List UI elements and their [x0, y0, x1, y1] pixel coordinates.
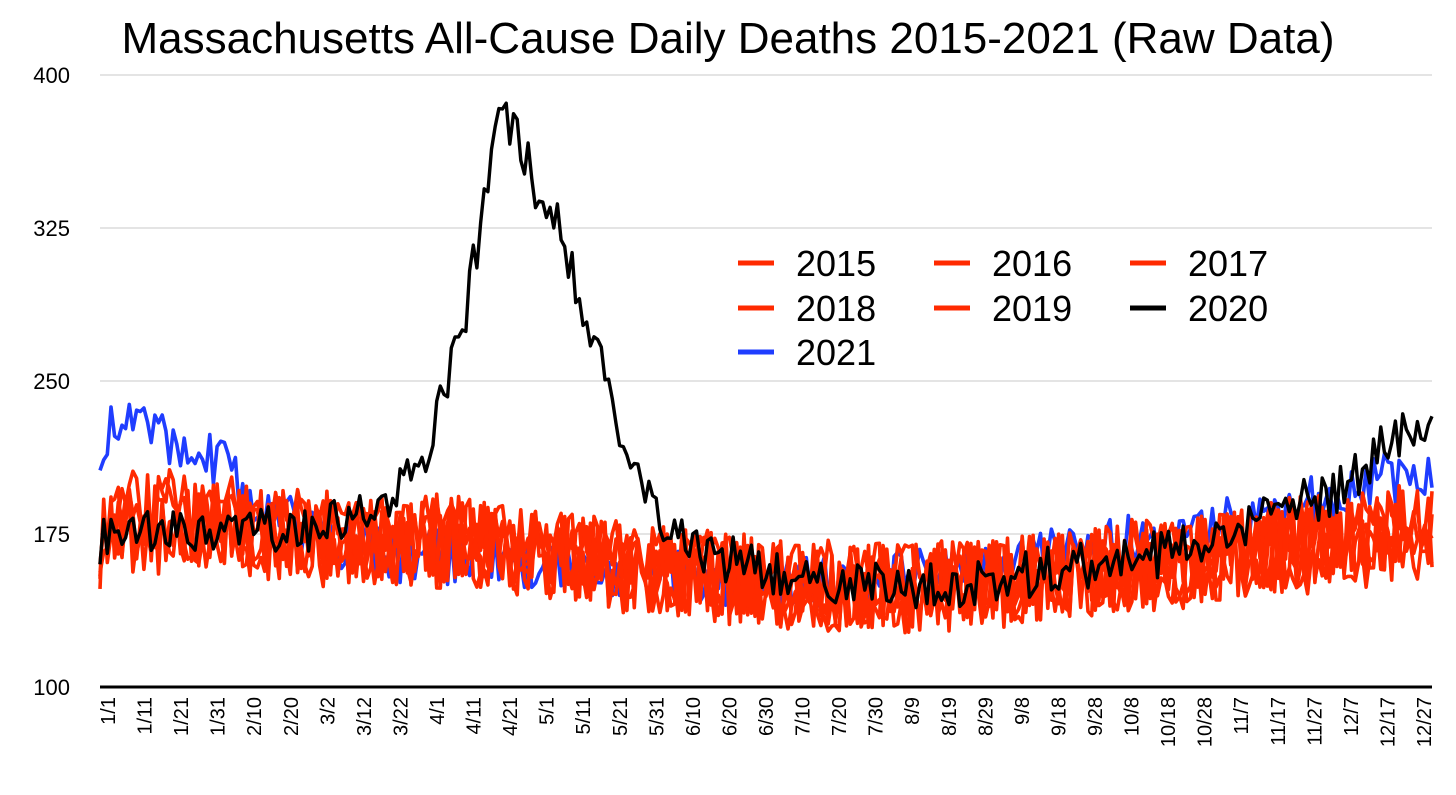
- x-tick-label: 10/8: [1122, 697, 1144, 736]
- legend-label-2021: 2021: [796, 332, 876, 373]
- x-tick-label: 9/18: [1048, 697, 1070, 736]
- y-axis-tick-labels: 100 175 250 325 400: [33, 63, 70, 700]
- series-lines: [98, 101, 1434, 635]
- series-line-2019: [98, 482, 1434, 635]
- x-tick-label: 3/12: [354, 697, 376, 736]
- x-tick-label: 5/11: [573, 697, 595, 734]
- x-tick-label: 11/7: [1231, 697, 1253, 734]
- x-tick-label: 12/27: [1414, 697, 1436, 747]
- x-tick-label: 5/1: [537, 697, 559, 725]
- x-tick-label: 7/10: [793, 697, 815, 736]
- x-tick-label: 11/17: [1268, 697, 1290, 746]
- x-tick-label: 10/18: [1158, 697, 1180, 747]
- x-axis-tick-labels: 1/1 1/11 1/21 1/31 2/10 2/20 3/2 3/12 3/22 4/1 4/1…: [98, 697, 1436, 747]
- x-tick-label: 6/20: [719, 697, 741, 736]
- series-line-2020: [98, 101, 1434, 610]
- x-tick-label: 1/31: [208, 697, 230, 736]
- legend-label-2015: 2015: [796, 243, 876, 284]
- y-tick-label: 100: [33, 675, 70, 700]
- x-tick-label: 1/1: [98, 697, 120, 725]
- legend-label-2020: 2020: [1188, 288, 1268, 329]
- legend-label-2019: 2019: [992, 288, 1072, 329]
- x-tick-label: 7/30: [866, 697, 888, 736]
- y-tick-label: 325: [33, 216, 70, 241]
- legend-label-2018: 2018: [796, 288, 876, 329]
- x-tick-label: 2/10: [244, 697, 266, 736]
- legend: 2015 2016 2017 2018 2019 2020 2021: [738, 243, 1268, 373]
- x-tick-label: 4/1: [427, 697, 449, 725]
- x-tick-label: 8/9: [902, 697, 924, 725]
- x-tick-label: 6/30: [756, 697, 778, 736]
- x-tick-label: 5/21: [610, 697, 632, 736]
- x-tick-label: 12/17: [1377, 697, 1399, 747]
- y-tick-label: 250: [33, 369, 70, 394]
- x-tick-label: 2/20: [281, 697, 303, 736]
- y-tick-label: 400: [33, 63, 70, 88]
- x-tick-label: 9/28: [1085, 697, 1107, 736]
- x-tick-label: 9/8: [1012, 697, 1034, 725]
- x-tick-label: 7/20: [829, 697, 851, 736]
- x-tick-label: 10/28: [1195, 697, 1217, 747]
- x-tick-label: 1/11: [135, 697, 157, 734]
- x-tick-label: 6/10: [683, 697, 705, 736]
- x-tick-label: 8/19: [939, 697, 961, 736]
- legend-label-2017: 2017: [1188, 243, 1268, 284]
- x-tick-label: 12/7: [1341, 697, 1363, 736]
- legend-label-2016: 2016: [992, 243, 1072, 284]
- x-tick-label: 4/21: [500, 697, 522, 736]
- x-tick-label: 8/29: [975, 697, 997, 736]
- x-tick-label: 3/22: [390, 697, 412, 736]
- y-tick-label: 175: [33, 522, 70, 547]
- x-tick-label: 11/27: [1304, 697, 1326, 746]
- x-tick-label: 1/21: [171, 697, 193, 736]
- chart-title: Massachusetts All-Cause Daily Deaths 201…: [121, 14, 1335, 63]
- x-tick-label: 4/11: [464, 697, 486, 734]
- x-tick-label: 5/31: [646, 697, 668, 736]
- x-tick-label: 3/2: [317, 697, 339, 725]
